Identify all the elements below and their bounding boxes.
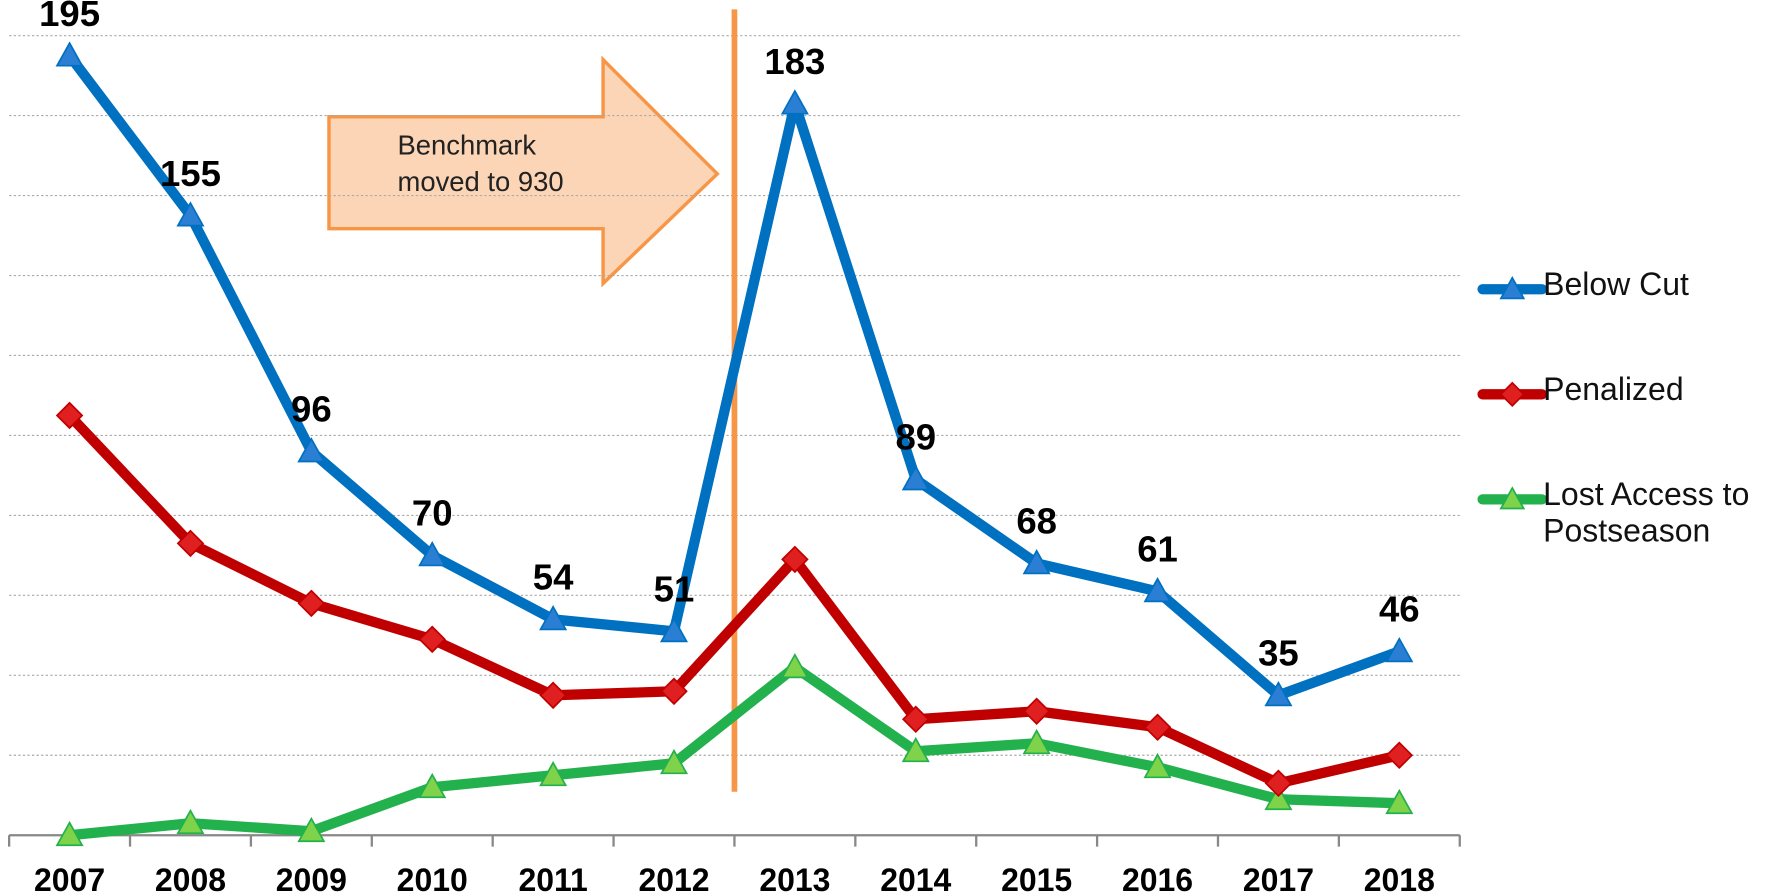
annotation-box: Benchmark moved to 930 xyxy=(397,130,564,198)
marker xyxy=(1264,784,1293,811)
data-label: 35 xyxy=(1258,633,1299,674)
data-label: 51 xyxy=(654,569,695,610)
marker xyxy=(1143,752,1172,779)
marker xyxy=(55,41,84,67)
x-tick-label: 2007 xyxy=(34,862,105,896)
legend-label: Penalized xyxy=(1543,371,1684,407)
marker xyxy=(1022,697,1051,726)
series-line xyxy=(65,52,1402,701)
x-tick-label: 2017 xyxy=(1243,862,1314,896)
data-label: 54 xyxy=(533,557,574,598)
marker xyxy=(1022,549,1051,575)
marker xyxy=(297,437,326,463)
marker xyxy=(418,625,447,654)
legend-label-box: Lost Access to Postseason xyxy=(1543,476,1750,549)
legend-label-box: Penalized xyxy=(1543,371,1684,407)
annotation-arrow xyxy=(327,55,720,288)
marker xyxy=(55,820,84,847)
legend-item: Below Cut xyxy=(1477,266,1689,302)
marker xyxy=(297,589,326,618)
marker xyxy=(901,465,930,491)
x-tick-label: 2015 xyxy=(1001,862,1072,896)
x-tick-label: 2016 xyxy=(1122,862,1193,896)
marker xyxy=(659,748,689,775)
marker xyxy=(297,816,326,843)
marker xyxy=(1385,636,1414,663)
marker xyxy=(1143,713,1172,742)
legend-item: Lost Access to Postseason xyxy=(1477,476,1750,549)
x-tick-label: 2012 xyxy=(638,862,709,896)
marker xyxy=(781,545,809,574)
marker xyxy=(1264,769,1293,798)
marker xyxy=(539,760,568,787)
marker xyxy=(176,201,205,227)
marker xyxy=(176,529,205,558)
data-label: 155 xyxy=(160,153,221,194)
marker xyxy=(659,616,689,643)
legend-label-box: Below Cut xyxy=(1543,266,1689,302)
x-tick-label: 2010 xyxy=(397,862,468,896)
legend-label: Below Cut xyxy=(1543,266,1689,302)
x-tick-label: 2013 xyxy=(759,862,830,896)
marker xyxy=(418,772,447,799)
x-tick-label: 2008 xyxy=(155,862,226,896)
x-tick-label: 2014 xyxy=(880,862,951,896)
legend-item: Penalized xyxy=(1477,371,1684,407)
data-label: 96 xyxy=(291,389,332,430)
x-tick-label: 2018 xyxy=(1364,862,1435,896)
marker xyxy=(1143,577,1172,603)
marker xyxy=(901,705,930,734)
x-tick-label: 2009 xyxy=(276,862,347,896)
data-label: 68 xyxy=(1016,501,1057,542)
data-label: 46 xyxy=(1379,589,1420,630)
series-line xyxy=(69,662,1400,841)
marker xyxy=(780,89,809,115)
marker xyxy=(539,605,568,631)
marker xyxy=(1499,486,1526,510)
data-label: 70 xyxy=(412,493,453,534)
marker xyxy=(1385,788,1414,815)
marker xyxy=(176,808,205,835)
marker xyxy=(1264,680,1293,707)
marker xyxy=(1499,276,1526,300)
annotation: Benchmark moved to 930 xyxy=(397,130,564,198)
data-label: 183 xyxy=(764,41,825,82)
data-label: 195 xyxy=(39,0,100,34)
data-label: 61 xyxy=(1137,529,1178,570)
data-label: 89 xyxy=(895,417,936,458)
marker xyxy=(539,681,567,710)
marker xyxy=(660,677,688,706)
x-tick-label: 2011 xyxy=(518,862,587,896)
marker xyxy=(901,736,930,763)
marker xyxy=(1385,741,1414,770)
series-line xyxy=(65,411,1401,789)
marker xyxy=(55,401,84,430)
marker xyxy=(418,541,447,567)
marker xyxy=(1022,728,1051,755)
marker xyxy=(1499,381,1525,407)
legend-label: Lost Access to Postseason xyxy=(1543,476,1750,549)
marker xyxy=(780,652,809,679)
